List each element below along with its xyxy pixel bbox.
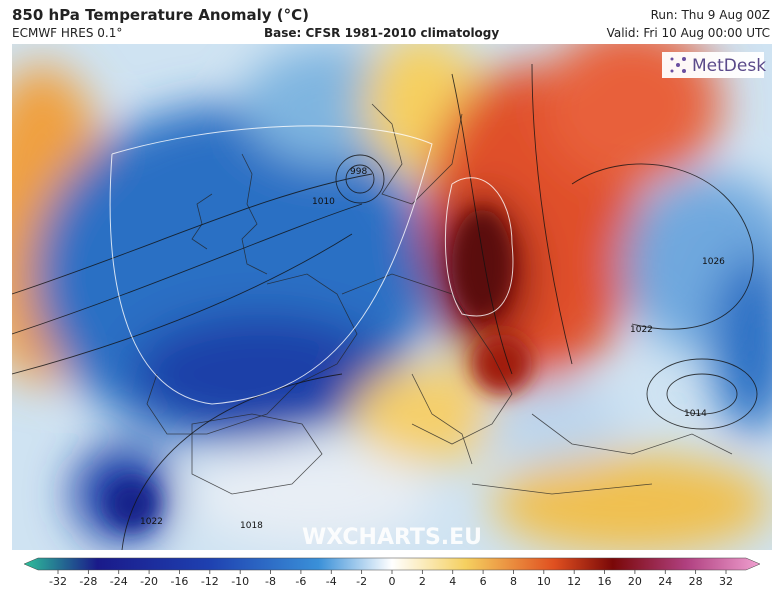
watermark: WXCHARTS.EU <box>302 525 482 550</box>
colorbar-scale <box>23 557 761 571</box>
colorbar-tick-label: 20 <box>628 575 642 588</box>
model: ECMWF HRES 0.1° <box>12 26 123 40</box>
map: 998 1010 1022 1026 1018 1014 1022 MetDes… <box>12 44 772 550</box>
colorbar-tick-label: 0 <box>389 575 396 588</box>
logo: MetDesk <box>692 56 766 76</box>
contour-labels: 998 1010 1022 1026 1018 1014 1022 <box>140 167 725 531</box>
colorbar-tick-label: -20 <box>140 575 158 588</box>
colorbar-tick-label: 16 <box>598 575 612 588</box>
run: Run: Thu 9 Aug 00Z <box>650 8 770 22</box>
colorbar-tick-label: 12 <box>567 575 581 588</box>
logo-icon <box>670 57 686 73</box>
anomaly-contours <box>109 125 514 405</box>
contour-label: 1018 <box>240 521 263 531</box>
colorbar-tick-label: -8 <box>265 575 276 588</box>
coastlines <box>146 103 733 495</box>
title: 850 hPa Temperature Anomaly (°C) <box>12 6 309 24</box>
contour-label: 1026 <box>702 257 725 267</box>
colorbar: -32 -28 -24 -20 -16 -12 -10 -8 -6 -4 -2 0 2 4 6 8 10 12 16… <box>23 557 761 588</box>
colorbar-tick-label: -2 <box>356 575 367 588</box>
colorbar-tick-label: 28 <box>689 575 703 588</box>
colorbar-tick-label: -28 <box>79 575 97 588</box>
colorbar-tick-label: -24 <box>110 575 128 588</box>
colorbar-tick-label: 32 <box>719 575 733 588</box>
colorbar-tick-label: 24 <box>658 575 672 588</box>
colorbar-tick-label: 6 <box>480 575 487 588</box>
colorbar-tick-label: -32 <box>49 575 67 588</box>
colorbar-tick-label: 8 <box>510 575 517 588</box>
isobars <box>12 63 758 550</box>
contour-label: 1014 <box>684 409 707 419</box>
colorbar-tick-label: 2 <box>419 575 426 588</box>
contour-label: 998 <box>350 167 367 177</box>
contour-label: 1010 <box>312 197 335 207</box>
contour-label: 1022 <box>630 325 653 335</box>
base: Base: CFSR 1981-2010 climatology <box>264 26 500 40</box>
anomaly-field: 998 1010 1022 1026 1018 1014 1022 <box>12 44 772 550</box>
colorbar-tick-label: -12 <box>201 575 219 588</box>
colorbar-tick-label: 10 <box>537 575 551 588</box>
valid: Valid: Fri 10 Aug 00:00 UTC <box>606 26 770 40</box>
colorbar-tick-label: 4 <box>449 575 456 588</box>
colorbar-tick-label: -4 <box>326 575 337 588</box>
colorbar-tick-label: -6 <box>295 575 306 588</box>
colorbar-tick-label: -16 <box>170 575 188 588</box>
contour-label: 1022 <box>140 517 163 527</box>
colorbar-tick-label: -10 <box>231 575 249 588</box>
